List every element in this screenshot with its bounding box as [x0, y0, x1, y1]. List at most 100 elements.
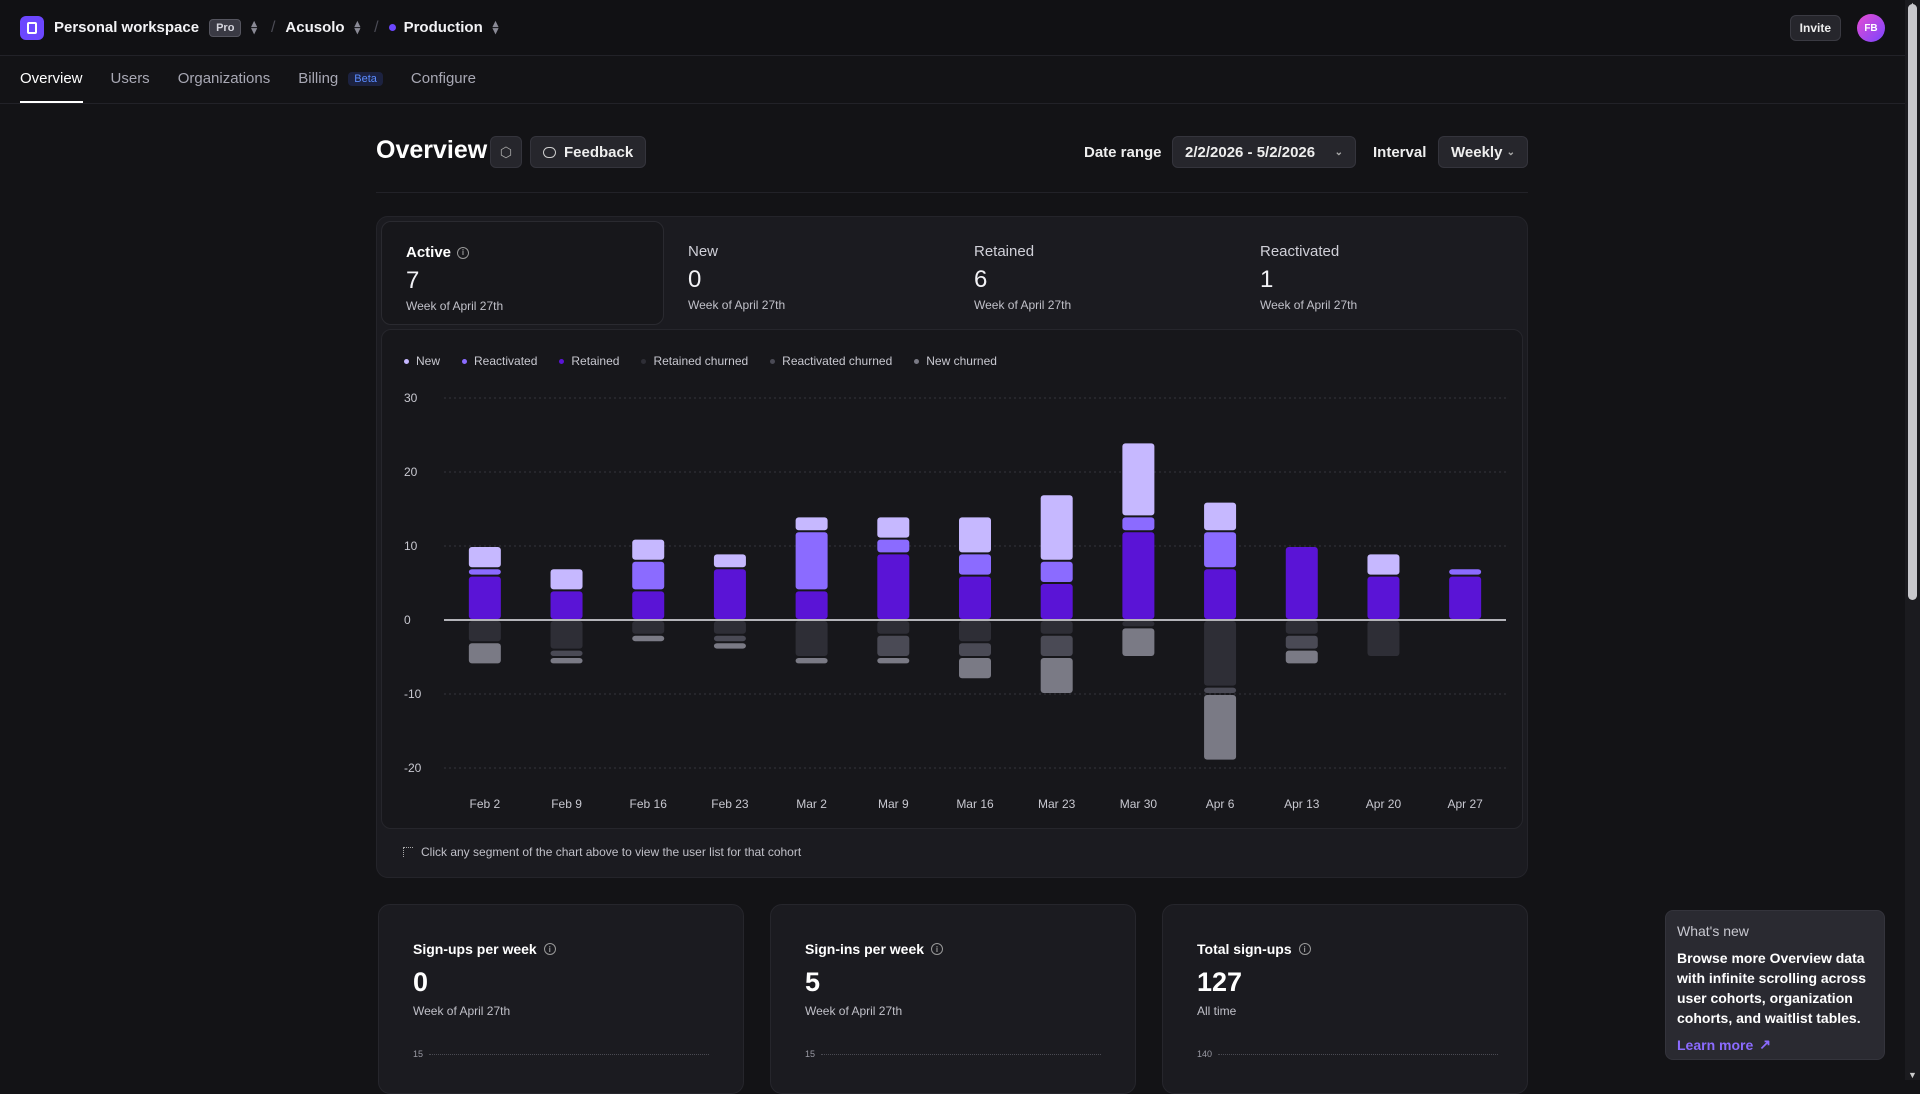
y-tick-label: -10 — [404, 687, 422, 701]
legend-item-new[interactable]: New — [404, 354, 440, 368]
bar-segment[interactable] — [1122, 621, 1155, 627]
bar-segment[interactable] — [1122, 443, 1155, 516]
page-scrollbar[interactable]: ▲ ▼ — [1905, 0, 1920, 1080]
interval-select[interactable]: Weekly ⌄ — [1438, 136, 1528, 168]
bar-segment[interactable] — [877, 517, 910, 538]
bar-segment[interactable] — [959, 658, 991, 679]
app-switcher[interactable]: Acusolo ▴ ▾ — [285, 18, 360, 36]
bar-segment[interactable] — [1204, 532, 1237, 568]
bar-segment[interactable] — [1449, 576, 1482, 619]
bar-segment[interactable] — [468, 643, 501, 664]
stat-new[interactable]: New 0 Week of April 27th — [664, 221, 947, 325]
bar-segment[interactable] — [1040, 495, 1073, 560]
bar-segment[interactable] — [550, 621, 583, 649]
bar-segment[interactable] — [550, 591, 583, 619]
legend-item-reactivated-churned[interactable]: Reactivated churned — [770, 354, 892, 368]
bar-segment[interactable] — [1367, 554, 1400, 575]
bar-segment[interactable] — [1040, 561, 1073, 582]
bar-segment[interactable] — [468, 569, 501, 575]
bar-segment[interactable] — [468, 547, 501, 568]
tab-billing[interactable]: Billing Beta — [298, 70, 383, 103]
bar-segment[interactable] — [877, 635, 910, 656]
info-icon[interactable]: i — [543, 943, 556, 955]
bar-segment[interactable] — [550, 658, 583, 664]
bar-segment[interactable] — [713, 635, 746, 642]
tab-users[interactable]: Users — [111, 70, 150, 103]
bar-segment[interactable] — [1040, 658, 1073, 693]
bar-segment[interactable] — [877, 554, 910, 619]
stat-retained[interactable]: Retained 6 Week of April 27th — [950, 221, 1233, 325]
bar-segment[interactable] — [1367, 621, 1400, 656]
settings-button[interactable]: ⬡ — [490, 136, 522, 168]
tab-organizations[interactable]: Organizations — [178, 70, 271, 103]
bar-segment[interactable] — [713, 643, 746, 649]
scroll-down-arrow-icon[interactable]: ▼ — [1908, 1070, 1917, 1080]
stat-value: 6 — [974, 266, 988, 293]
legend-item-retained[interactable]: Retained — [559, 354, 619, 368]
bar-segment[interactable] — [468, 621, 501, 642]
bar-segment[interactable] — [877, 539, 910, 553]
bar-segment[interactable] — [1449, 569, 1482, 575]
workspace-switcher[interactable]: Personal workspace Pro ▴ ▾ — [54, 18, 257, 37]
bar-segment[interactable] — [795, 532, 828, 590]
bar-segment[interactable] — [959, 554, 991, 575]
bar-segment[interactable] — [1122, 517, 1155, 531]
bar-segment[interactable] — [1122, 628, 1155, 656]
bar-segment[interactable] — [468, 576, 501, 619]
bar-segment[interactable] — [1285, 635, 1318, 649]
bar-segment[interactable] — [1040, 635, 1073, 656]
bar-segment[interactable] — [795, 658, 828, 664]
bar-segment[interactable] — [632, 621, 665, 634]
date-range-select[interactable]: 2/2/2026 - 5/2/2026 ⌄ — [1172, 136, 1356, 168]
bar-segment[interactable] — [1040, 584, 1073, 619]
bar-segment[interactable] — [795, 517, 828, 531]
invite-button[interactable]: Invite — [1789, 15, 1841, 41]
bar-segment[interactable] — [1285, 650, 1318, 664]
bar-segment[interactable] — [713, 554, 746, 568]
info-icon[interactable]: i — [1298, 943, 1311, 955]
bar-segment[interactable] — [1204, 569, 1237, 619]
bar-segment[interactable] — [550, 650, 583, 656]
legend-item-retained-churned[interactable]: Retained churned — [641, 354, 748, 368]
bar-segment[interactable] — [1204, 621, 1237, 686]
stat-label: Active — [406, 244, 452, 261]
info-icon[interactable]: i — [457, 246, 470, 259]
bar-segment[interactable] — [713, 621, 746, 634]
learn-more-link[interactable]: Learn more ↗ — [1677, 1036, 1873, 1053]
legend-item-new-churned[interactable]: New churned — [914, 354, 997, 368]
bar-segment[interactable] — [1122, 532, 1155, 619]
bar-segment[interactable] — [959, 576, 991, 619]
y-tick-label: 0 — [404, 613, 411, 627]
bar-segment[interactable] — [959, 621, 991, 642]
bar-segment[interactable] — [959, 517, 991, 553]
bar-segment[interactable] — [795, 591, 828, 619]
bar-segment[interactable] — [1285, 621, 1318, 634]
bar-segment[interactable] — [632, 635, 665, 642]
avatar[interactable]: FB — [1857, 14, 1885, 42]
bar-segment[interactable] — [632, 561, 665, 590]
stat-reactivated[interactable]: Reactivated 1 Week of April 27th — [1236, 221, 1519, 325]
bar-segment[interactable] — [1204, 502, 1237, 531]
bar-segment[interactable] — [795, 621, 828, 656]
stat-active[interactable]: Active i 7 Week of April 27th — [381, 221, 664, 325]
bar-segment[interactable] — [1040, 621, 1073, 634]
bar-segment[interactable] — [550, 569, 583, 590]
info-icon[interactable]: i — [931, 943, 944, 955]
bar-segment[interactable] — [959, 643, 991, 656]
bar-segment[interactable] — [1367, 576, 1400, 619]
bar-segment[interactable] — [1204, 687, 1237, 693]
bar-segment[interactable] — [632, 539, 665, 560]
feedback-button[interactable]: Feedback — [530, 136, 647, 168]
environment-switcher[interactable]: Production ▴ ▾ — [388, 18, 498, 36]
bar-segment[interactable] — [877, 621, 910, 634]
scroll-thumb[interactable] — [1908, 4, 1917, 600]
bar-segment[interactable] — [1204, 695, 1237, 760]
tab-configure[interactable]: Configure — [411, 70, 476, 103]
tab-overview[interactable]: Overview — [20, 70, 83, 103]
bar-segment[interactable] — [713, 569, 746, 619]
legend-item-reactivated[interactable]: Reactivated — [462, 354, 537, 368]
bar-segment[interactable] — [632, 591, 665, 619]
bar-segment[interactable] — [1285, 547, 1318, 619]
bar-segment[interactable] — [877, 658, 910, 664]
x-tick-label: Apr 27 — [1447, 797, 1483, 811]
